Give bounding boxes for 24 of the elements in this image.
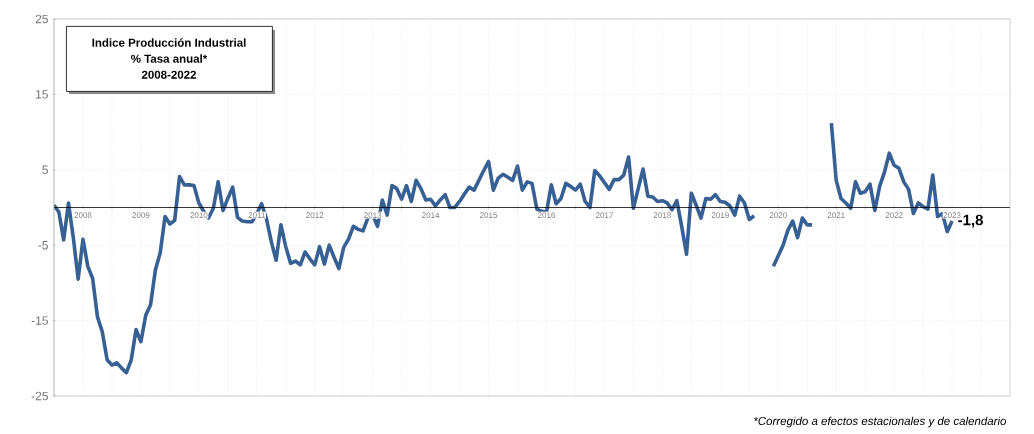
x-tick-label: 2021 — [827, 212, 845, 218]
x-tick-label: 2015 — [480, 212, 498, 218]
x-tick-label: 2017 — [595, 212, 613, 218]
x-tick-label: 2010 — [190, 212, 208, 218]
text: Indice Producción Industrial — [92, 38, 246, 47]
x-tick-label: 2016 — [538, 212, 556, 218]
x-tick-label: 2009 — [132, 212, 150, 218]
y-tick-label: -25 — [31, 391, 48, 401]
y-tick-label: -5 — [38, 241, 48, 250]
x-tick-label: 2018 — [653, 212, 671, 218]
x-tick-label: 2020 — [769, 212, 787, 218]
y-tick-label: 15 — [36, 90, 48, 99]
y-tick-label: 5 — [42, 165, 48, 174]
x-tick-label: 2019 — [711, 212, 729, 218]
x-tick-label: 2012 — [306, 212, 324, 218]
x-tick-label: 2022 — [885, 212, 903, 218]
x-tick-label: 2008 — [74, 212, 92, 218]
text: *Corregido a efectos estacionales y de calendario — [754, 416, 1007, 428]
annotation: 2008-2022 — [141, 70, 197, 79]
x-tick-label: 2014 — [422, 212, 440, 218]
y-tick-label: 25 — [35, 14, 48, 24]
x-tick-label: 2011 — [248, 212, 265, 218]
y-tick-label: -15 — [31, 316, 48, 325]
text: % Tasa anual* — [131, 54, 208, 63]
